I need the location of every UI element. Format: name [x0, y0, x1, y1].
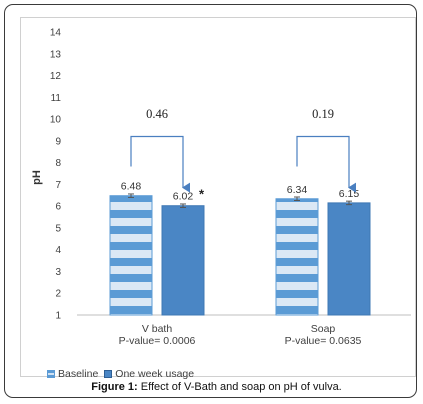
y-tick-label-2: 2: [55, 289, 61, 300]
x-tick-label-soap: Soap: [311, 323, 336, 335]
plot-area: 1 2 3 4 5 6 7 8 9 10 11 12 13 14 pH 6.48 6.02 * 0.46 V bath…: [20, 17, 416, 380]
legend-item-one-week-usage: One week usage: [104, 368, 194, 380]
p-value-label-soap: P-value= 0.0635: [285, 335, 362, 347]
caption-text: Effect of V-Bath and soap on pH of vulva…: [137, 381, 342, 393]
significance-marker-v-bath: *: [199, 187, 205, 202]
difference-label-soap: 0.19: [312, 107, 334, 121]
y-tick-label-9: 9: [55, 136, 61, 147]
y-tick-label-8: 8: [55, 158, 61, 169]
y-tick-label-10: 10: [50, 115, 62, 126]
p-value-label-v-bath: P-value= 0.0006: [119, 335, 196, 347]
data-label-soap-one-week-usage: 6.15: [339, 188, 360, 200]
bar-v-bath-one-week-usage: [161, 205, 205, 316]
legend: Baseline One week usage: [47, 368, 194, 380]
caption-prefix: Figure 1:: [91, 381, 138, 393]
data-label-v-bath-baseline: 6.48: [121, 181, 142, 193]
legend-label-baseline: Baseline: [58, 368, 99, 380]
legend-swatch-one-week-usage: [104, 370, 113, 378]
y-tick-label-4: 4: [55, 245, 61, 256]
y-tick-label-12: 12: [50, 71, 62, 82]
legend-item-baseline: Baseline: [47, 368, 98, 380]
bar-soap-baseline: [275, 198, 319, 316]
y-tick-label-3: 3: [55, 267, 61, 278]
y-tick-label-13: 13: [50, 49, 62, 60]
difference-label-v-bath: 0.46: [146, 107, 168, 121]
y-axis-label: pH: [31, 170, 43, 185]
y-tick-label-6: 6: [55, 202, 61, 213]
y-tick-label-5: 5: [55, 223, 61, 234]
x-tick-label-v-bath: V bath: [142, 323, 173, 335]
y-tick-label-1: 1: [55, 311, 61, 322]
difference-bracket-soap: [296, 135, 356, 193]
y-tick-label-7: 7: [55, 180, 61, 191]
difference-bracket-v-bath: [130, 135, 190, 193]
figure-caption: Figure 1: Effect of V-Bath and soap on p…: [5, 381, 423, 393]
data-label-soap-baseline: 6.34: [287, 184, 308, 196]
y-tick-label-14: 14: [50, 28, 62, 39]
bar-soap-one-week-usage: [327, 202, 371, 316]
bar-v-bath-baseline: [109, 195, 153, 316]
y-tick-label-11: 11: [51, 93, 62, 104]
figure-frame: 1 2 3 4 5 6 7 8 9 10 11 12 13 14 pH 6.48 6.02 * 0.46 V bath…: [4, 4, 417, 398]
legend-swatch-baseline: [47, 370, 55, 378]
legend-label-one-week-usage: One week usage: [115, 368, 195, 380]
data-label-v-bath-one-week-usage: 6.02: [173, 191, 194, 203]
